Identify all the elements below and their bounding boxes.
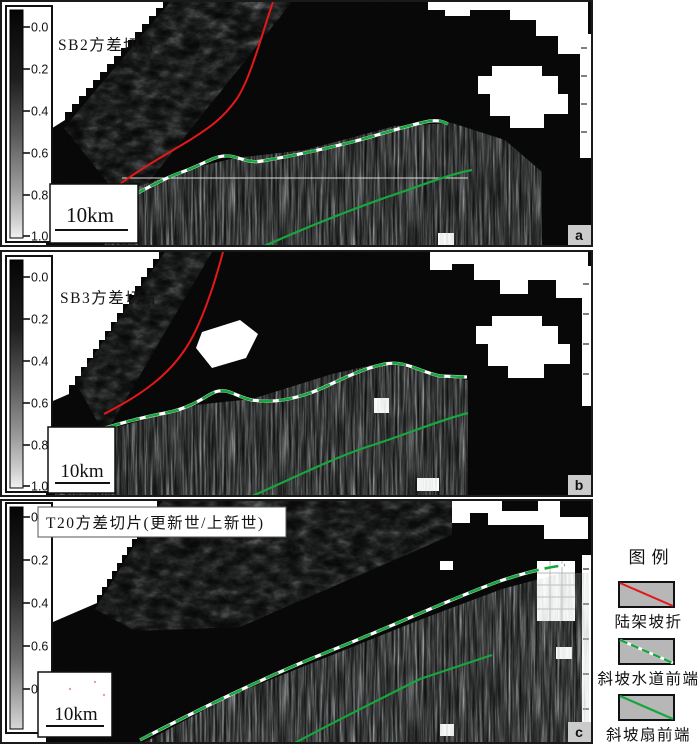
no-data-region bbox=[428, 2, 588, 54]
legend-label: 陆架坡折 bbox=[614, 614, 683, 631]
no-data-region bbox=[430, 252, 588, 298]
legend-red-line bbox=[619, 582, 674, 607]
panel-border bbox=[0, 0, 593, 247]
panel-border bbox=[0, 250, 593, 497]
channel-front-line bbox=[87, 361, 468, 436]
scale-bar: 10km bbox=[37, 671, 113, 738]
colorbar-strip bbox=[9, 506, 24, 730]
colorbar-ticks bbox=[23, 516, 30, 690]
panel-a-seismic-map: 0.0 0.2 0.4 0.6 0.8 1.0 SB2方差切片 10km a bbox=[0, 0, 593, 247]
shelf-break-line bbox=[103, 251, 224, 415]
no-data-region bbox=[476, 316, 570, 378]
colorbar-tick-label: 0.4 bbox=[31, 355, 48, 369]
colorbar-tick-label: 0.0 bbox=[31, 21, 48, 35]
colorbar-tick-label: 1.0 bbox=[31, 230, 48, 244]
panel-title: SB3方差切片 bbox=[60, 289, 159, 307]
scale-bar: 10km bbox=[47, 426, 116, 494]
panel-letter: c bbox=[575, 724, 583, 740]
edge-tick-marks bbox=[583, 283, 589, 375]
legend-title: 图例 bbox=[628, 548, 675, 567]
legend-label: 斜坡水道前端 bbox=[597, 671, 700, 688]
colorbar-tick-label: 0.2 bbox=[31, 63, 48, 77]
legend-swatch-channel-front bbox=[618, 638, 675, 665]
scale-bar-label: 10km bbox=[60, 461, 104, 482]
no-data-region bbox=[440, 561, 453, 570]
channel-front-line bbox=[114, 119, 449, 207]
colorbar: 0.0 0.2 0.4 0.6 0.8 1.0 bbox=[5, 255, 53, 494]
speckle bbox=[68, 687, 72, 691]
channel-front-line bbox=[139, 563, 566, 742]
colorbar-tick-label: 0.8 bbox=[31, 439, 48, 453]
edge-tick-marks bbox=[581, 47, 587, 133]
legend-label: 斜坡扇前端 bbox=[605, 727, 691, 744]
colorbar-tick-label: 0.2 bbox=[31, 554, 48, 568]
speckle bbox=[93, 680, 97, 684]
panel-c-seismic-map: 0.0 0.2 0.4 0.6 0.8 T20方差切片(更新世/上新世) 10k… bbox=[0, 499, 593, 744]
scale-bar-label: 10km bbox=[66, 203, 114, 227]
colorbar-tick-label: 0.6 bbox=[31, 397, 48, 411]
scale-bar: 10km bbox=[49, 183, 139, 244]
no-data-region bbox=[582, 266, 591, 406]
colorbar-tick-label: 0.8 bbox=[31, 189, 48, 203]
panel-letter: a bbox=[575, 227, 583, 243]
colorbar-tick-label: 0.6 bbox=[31, 640, 48, 654]
colorbar-ticks bbox=[23, 276, 30, 487]
scale-bar-label: 10km bbox=[54, 704, 98, 725]
legend-green-dashed-line bbox=[619, 638, 674, 665]
colorbar: 0.0 0.2 0.4 0.6 0.8 1.0 bbox=[5, 5, 53, 244]
no-data-wedge bbox=[46, 0, 170, 132]
colorbar-strip bbox=[9, 9, 24, 239]
panel-border bbox=[0, 499, 593, 744]
panel-letter: b bbox=[575, 477, 584, 493]
colorbar-tick-label: 0.0 bbox=[31, 271, 48, 285]
panel-title: T20方差切片(更新世/上新世) bbox=[46, 514, 265, 532]
fan-front-line bbox=[292, 653, 493, 744]
colorbar-tick-label: 0.6 bbox=[31, 147, 48, 161]
no-data-region bbox=[196, 320, 258, 368]
colorbar-tick-label: 1.0 bbox=[31, 480, 48, 494]
panel-title: SB2方差切片 bbox=[58, 36, 157, 54]
panel-letter-badge: b bbox=[568, 475, 591, 495]
shelf-break-line bbox=[111, 1, 274, 191]
colorbar-tick-label: 0.4 bbox=[31, 597, 48, 611]
fan-front-line bbox=[261, 168, 473, 247]
colorbar-tick-label: 0.2 bbox=[31, 313, 48, 327]
panel-title-box: T20方差切片(更新世/上新世) bbox=[37, 506, 287, 538]
panel-letter-badge: c bbox=[568, 722, 591, 742]
panel-letter-badge: a bbox=[568, 225, 591, 245]
panel-b-seismic-map: 0.0 0.2 0.4 0.6 0.8 1.0 SB3方差切片 10km b bbox=[0, 250, 593, 497]
fan-front-line bbox=[249, 411, 469, 497]
legend-swatch-fan-front bbox=[618, 694, 675, 721]
no-data-region bbox=[580, 34, 591, 158]
no-data-region bbox=[478, 66, 568, 128]
colorbar-ticks bbox=[23, 26, 30, 237]
colorbar-tick-label: 0.4 bbox=[31, 105, 48, 119]
legend: 图例 陆架坡折 斜坡水道前端 斜坡扇前端 bbox=[597, 543, 700, 744]
legend-green-line bbox=[619, 694, 674, 721]
legend-swatch-shelf-break bbox=[618, 581, 675, 608]
colorbar-strip bbox=[9, 259, 24, 489]
no-data-wedge bbox=[46, 250, 165, 404]
speckle bbox=[102, 693, 106, 697]
no-data-region bbox=[452, 501, 588, 539]
